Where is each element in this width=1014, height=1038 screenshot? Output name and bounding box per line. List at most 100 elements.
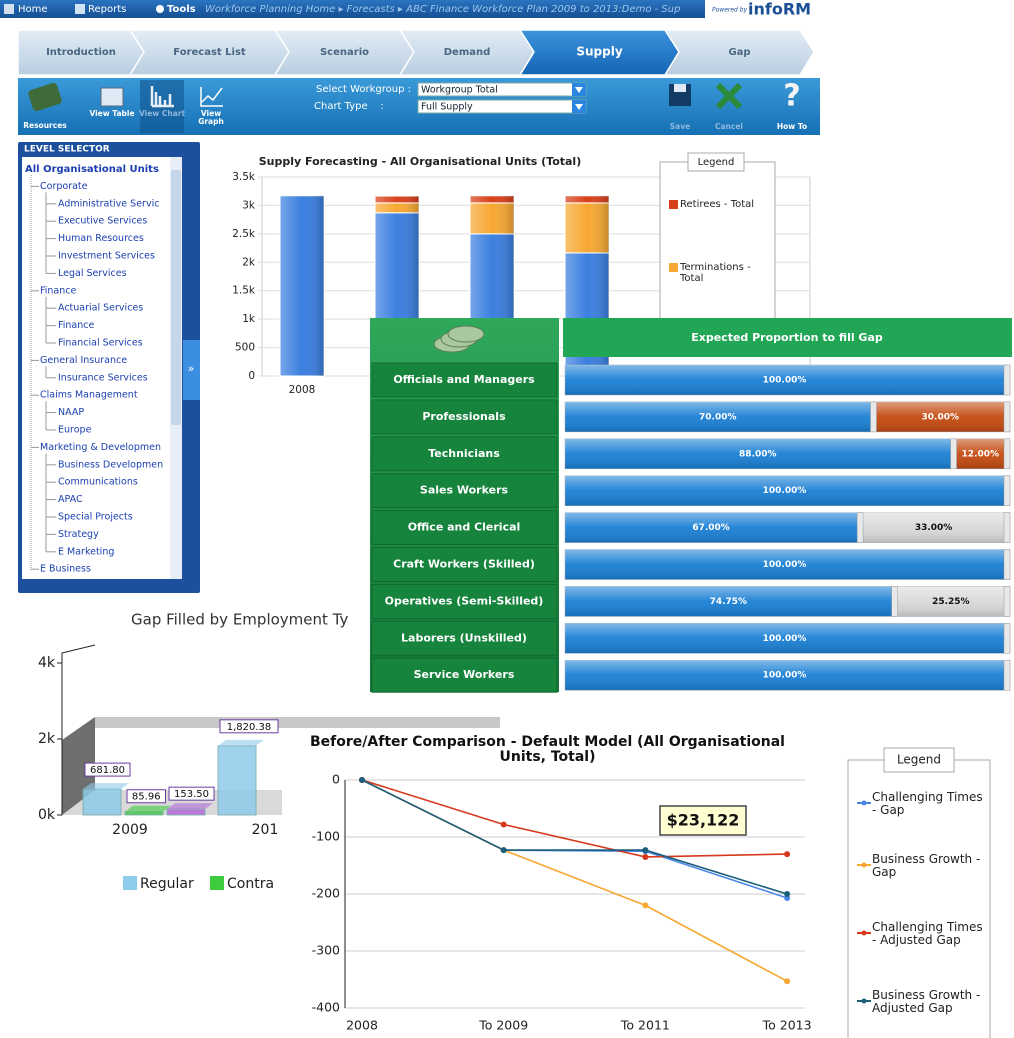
chart-type-value: Full Supply <box>421 102 473 113</box>
tree-leaf[interactable]: Insurance Services <box>58 372 148 383</box>
tool-label[interactable]: Cancel <box>715 122 743 131</box>
tree-leaf[interactable]: Communications <box>58 477 138 488</box>
value-label: 33.00% <box>915 523 953 533</box>
tree: All Organisational Units Corporate Adminis… <box>25 164 163 575</box>
tree-leaf[interactable]: Business Developmen <box>58 459 163 470</box>
bar-handle <box>856 512 864 543</box>
value-label: 100.00% <box>763 560 807 570</box>
label-box <box>84 762 131 777</box>
tools-link[interactable]: Tools <box>167 4 196 15</box>
tree-leaf[interactable]: Special Projects <box>58 512 133 523</box>
x-tick-label: To 2013 <box>762 1018 812 1033</box>
breadcrumb[interactable]: Workforce Planning Home ▸ Forecasts ▸ AB… <box>205 4 680 15</box>
legend-dot <box>861 862 867 868</box>
ui-layer: Home Reports Tools Workforce Planning Ho… <box>0 0 820 593</box>
row-label-bg <box>371 362 558 398</box>
bar-top <box>125 805 171 812</box>
cancel-icon <box>715 82 743 110</box>
x-tick-label: To 2011 <box>620 1018 670 1033</box>
x-tick-label: 2008 <box>289 384 316 396</box>
step-tab[interactable] <box>663 29 815 76</box>
back-shelf <box>95 717 500 728</box>
bar-handle <box>1003 586 1011 617</box>
bar-shine <box>897 586 1010 617</box>
legend-label: Challenging Times - Gap <box>872 790 983 818</box>
tree-leaf[interactable]: Human Resources <box>58 233 144 244</box>
tree-leaf[interactable]: APAC <box>58 494 83 505</box>
bar-handle <box>870 401 877 433</box>
legend-title-box <box>883 747 955 773</box>
tree-node[interactable]: Marketing & Developmen <box>40 442 161 453</box>
series-point <box>500 821 507 828</box>
x-tick-label: 201 <box>252 822 279 838</box>
collapse-tab[interactable] <box>183 340 200 400</box>
scroll-thumb[interactable] <box>171 170 181 425</box>
step-label: Scenario <box>320 47 369 58</box>
bar-shine <box>565 438 957 469</box>
top-bar <box>0 0 705 18</box>
series-line <box>361 779 788 895</box>
workgroup-label: Select Workgroup : <box>316 84 411 95</box>
collapse-arrow: » <box>188 362 195 375</box>
tree-leaf[interactable]: Europe <box>58 425 92 436</box>
bar <box>82 788 122 816</box>
bar-handle <box>1003 475 1011 506</box>
tree-node[interactable]: Finance <box>40 285 76 296</box>
y-tick-label: 2k <box>38 731 56 747</box>
series-point <box>642 853 649 860</box>
label-box <box>168 786 215 801</box>
tree-leaf[interactable]: Administrative Servic <box>58 198 159 209</box>
legend-label: Contra <box>227 876 274 892</box>
tree-leaf[interactable]: Legal Services <box>58 268 127 279</box>
reports-link[interactable]: Reports <box>88 4 126 15</box>
series-point <box>500 847 507 854</box>
tree-leaf[interactable]: Finance <box>58 320 94 331</box>
step-label: Forecast List <box>173 47 246 58</box>
panel-title: LEVEL SELECTOR <box>24 145 110 155</box>
legend-dot <box>861 800 867 806</box>
panel-header <box>563 318 1012 357</box>
value-label: 12.00% <box>962 449 1000 459</box>
row-label: Service Workers <box>414 668 515 681</box>
tree-leaf[interactable]: Investment Services <box>58 251 155 262</box>
tree-leaf[interactable]: Strategy <box>58 529 99 540</box>
tool-label: View Graph <box>198 109 224 127</box>
y-tick-label: 2.5k <box>232 228 256 240</box>
series-point <box>784 978 791 985</box>
y-tick-label: -400 <box>312 1000 340 1015</box>
panel-title: Expected Proportion to fill Gap <box>691 331 883 344</box>
home-link[interactable]: Home <box>18 4 48 15</box>
tree-leaf[interactable]: E Marketing <box>58 546 114 557</box>
legend-title: Legend <box>897 753 941 767</box>
tree-node[interactable]: E Business <box>40 564 91 575</box>
y-tick-label: 500 <box>235 342 255 354</box>
money-icon <box>447 325 485 343</box>
tool-label[interactable]: How To <box>777 122 807 131</box>
tree-leaf[interactable]: Financial Services <box>58 338 143 349</box>
value-label: 153.50 <box>174 789 209 800</box>
row-label-bg <box>371 510 558 546</box>
tree-leaf[interactable]: NAAP <box>58 407 84 418</box>
row-label: Technicians <box>428 447 500 460</box>
tool-label: Resources <box>23 121 67 130</box>
tree-area <box>22 157 170 579</box>
row-label-bg <box>371 436 558 472</box>
x-tick-label: 2008 <box>346 1018 378 1033</box>
tree-node[interactable]: General Insurance <box>40 355 127 366</box>
tree-node[interactable]: Claims Management <box>40 390 138 401</box>
tree-root[interactable]: All Organisational Units <box>25 164 159 175</box>
axis <box>61 644 96 815</box>
y-tick-label: 0 <box>248 370 255 382</box>
tool-label[interactable]: Save <box>670 122 690 131</box>
workgroup-value: Workgroup Total <box>421 85 498 96</box>
tree-leaf[interactable]: Executive Services <box>58 216 147 227</box>
bar-shine <box>956 438 1010 469</box>
y-tick-label: 3.5k <box>232 171 256 183</box>
legend-swatch <box>669 200 678 209</box>
step-label: Demand <box>444 47 491 58</box>
tree-node[interactable]: Corporate <box>40 181 88 192</box>
bar-handle <box>891 586 898 617</box>
home-icon <box>4 4 14 14</box>
tree-leaf[interactable]: Actuarial Services <box>58 303 143 314</box>
y-tick-label: -300 <box>312 943 340 958</box>
